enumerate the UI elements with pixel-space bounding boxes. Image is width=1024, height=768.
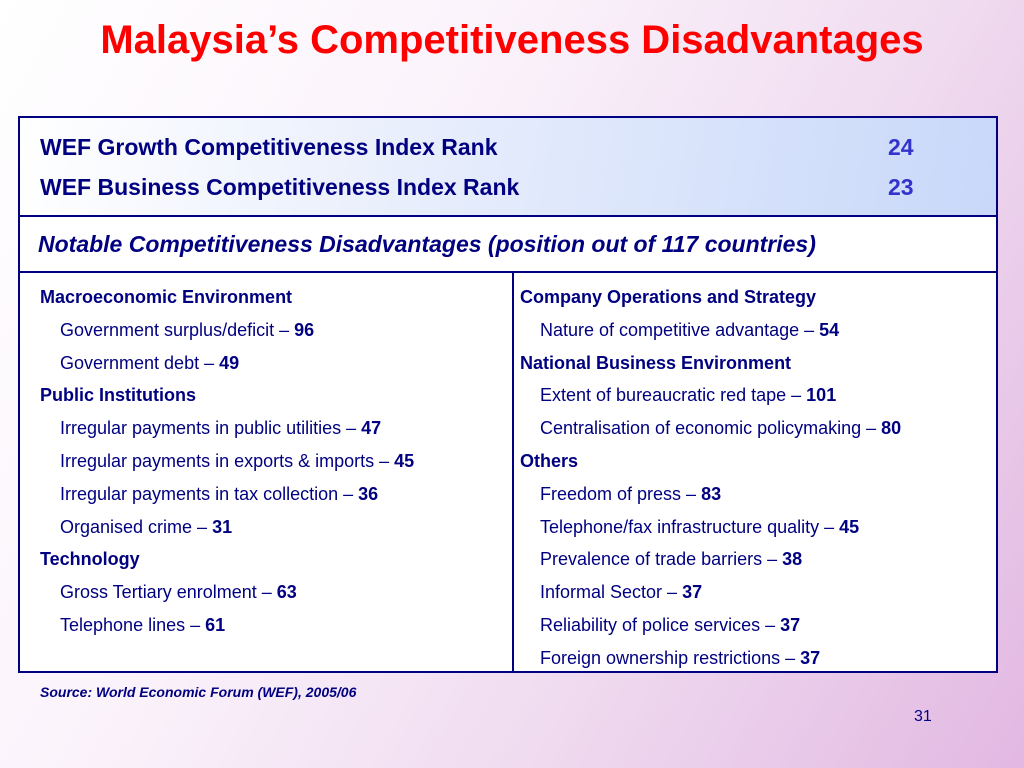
item-label: Freedom of press – [540,483,702,504]
item-rank: 101 [806,385,837,406]
item-label: Organised crime – [60,516,213,537]
item-rank: 37 [682,582,703,603]
item-label: Telephone/fax infrastructure quality – [540,516,840,537]
list-item: Freedom of press – 83 [520,478,996,511]
list-item: Government surplus/deficit – 96 [40,314,510,347]
item-label: Prevalence of trade barriers – [540,549,783,570]
list-item: Government debt – 49 [40,347,510,380]
item-label: Irregular payments in tax collection – [60,483,359,504]
item-rank: 80 [881,418,902,439]
item-rank: 45 [839,516,860,537]
category-heading: Public Institutions [40,385,196,406]
column-divider [512,273,514,671]
list-item: Centralisation of economic policymaking … [520,412,996,445]
item-rank: 45 [394,450,415,471]
category-heading: Technology [40,549,140,570]
item-rank: 54 [819,319,840,340]
list-item: Prevalence of trade barriers – 38 [520,543,996,576]
item-label: Foreign ownership restrictions – [540,647,801,668]
rank-label: WEF Growth Competitiveness Index Rank [40,134,498,160]
item-rank: 36 [358,483,379,504]
item-rank: 31 [212,516,233,537]
item-rank: 37 [780,614,801,635]
item-rank: 61 [205,614,226,635]
item-label: Irregular payments in exports & imports … [60,450,395,471]
rank-label: WEF Business Competitiveness Index Rank [40,174,520,200]
list-item: Nature of competitive advantage – 54 [520,314,996,347]
list-item: Gross Tertiary enrolment – 63 [40,576,510,609]
item-label: Reliability of police services – [540,614,781,635]
item-label: Centralisation of economic policymaking … [540,418,882,439]
category-heading: Macroeconomic Environment [40,287,293,307]
item-label: Government debt – [60,352,220,373]
item-label: Informal Sector – [540,582,683,603]
item-rank: 96 [294,319,315,340]
list-item: Irregular payments in public utilities –… [40,412,510,445]
category-heading: Company Operations and Strategy [520,287,817,307]
item-label: Nature of competitive advantage – [540,319,820,340]
item-label: Government surplus/deficit – [60,319,295,340]
item-label: Gross Tertiary enrolment – [60,582,277,603]
item-rank: 83 [701,483,722,504]
notable-heading-row: Notable Competitiveness Disadvantages (p… [20,217,996,273]
right-column: Company Operations and Strategy Nature o… [520,281,996,675]
rank-section: WEF Growth Competitiveness Index Rank 24… [20,118,996,217]
source-note: Source: World Economic Forum (WEF), 2005… [40,684,357,700]
slide-title: Malaysia’s Competitiveness Disadvantages [100,18,924,62]
item-rank: 38 [782,549,803,570]
list-item: Telephone/fax infrastructure quality – 4… [520,511,996,544]
list-item: Irregular payments in tax collection – 3… [40,478,510,511]
item-rank: 37 [800,647,821,668]
competitiveness-table: WEF Growth Competitiveness Index Rank 24… [18,116,998,673]
item-label: Extent of bureaucratic red tape – [540,385,807,406]
rank-value: 24 [888,134,914,160]
list-item: Reliability of police services – 37 [520,609,996,642]
page-number: 31 [914,708,932,725]
left-column: Macroeconomic Environment Government sur… [40,281,510,642]
list-item: Telephone lines – 61 [40,609,510,642]
list-item: Extent of bureaucratic red tape – 101 [520,379,996,412]
list-item: Informal Sector – 37 [520,576,996,609]
item-rank: 49 [219,352,240,373]
list-item: Foreign ownership restrictions – 37 [520,642,996,675]
item-rank: 47 [361,418,382,439]
category-heading: National Business Environment [520,352,792,373]
list-item: Irregular payments in exports & imports … [40,445,510,478]
item-label: Telephone lines – [60,614,206,635]
category-heading: Others [520,450,579,471]
item-rank: 63 [276,582,297,603]
notable-heading: Notable Competitiveness Disadvantages (p… [38,231,816,257]
item-label: Irregular payments in public utilities – [60,418,362,439]
rank-value: 23 [888,174,914,200]
list-item: Organised crime – 31 [40,511,510,544]
